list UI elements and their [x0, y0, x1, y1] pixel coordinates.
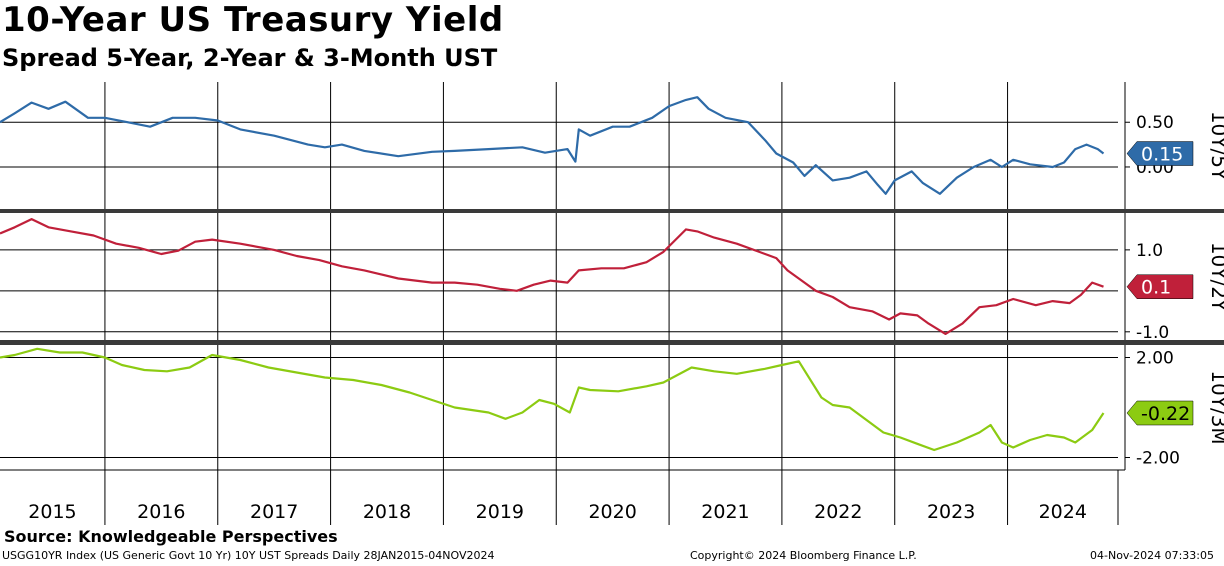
x-tick-label-2016: 2016 — [137, 501, 185, 523]
last-value-badge — [1126, 400, 1194, 426]
chart-title: 10-Year US Treasury Yield — [2, 0, 504, 40]
y-tick-label: -2.00 — [1136, 449, 1180, 469]
source-note: Source: Knowledgeable Perspectives — [4, 527, 338, 546]
y-tick-label: -1.0 — [1136, 323, 1169, 343]
last-value-badge — [1126, 141, 1194, 166]
chart-subtitle: Spread 5-Year, 2-Year & 3-Month UST — [2, 44, 498, 72]
index-description: USGG10YR Index (US Generic Govt 10 Yr) 1… — [2, 549, 495, 562]
last-value-label: 0.15 — [1141, 144, 1183, 166]
panel-separator[interactable] — [0, 209, 1224, 213]
y-tick-label: 1.0 — [1136, 241, 1163, 261]
panel-separator[interactable] — [0, 340, 1224, 345]
treasury-spread-chart: 0.500.000.15 10Y/5Y1.0-1.00.1 10Y/2Y2.00-2… — [0, 82, 1224, 525]
x-tick-label-2015: 2015 — [28, 501, 76, 523]
series-line-10Y-5Y — [0, 96, 1105, 195]
x-tick-label-2017: 2017 — [250, 501, 298, 523]
x-tick-label-2020: 2020 — [588, 501, 636, 523]
panel-label: 10Y/3M — [1207, 370, 1224, 444]
last-value-label: 0.1 — [1141, 277, 1171, 299]
series-line-10Y-2Y — [0, 218, 1104, 335]
last-value-label: -0.22 — [1141, 403, 1190, 425]
x-tick-label-2021: 2021 — [701, 501, 749, 523]
y-tick-label: 0.50 — [1136, 113, 1174, 133]
x-tick-label-2023: 2023 — [927, 501, 975, 523]
x-tick-label-2019: 2019 — [476, 501, 524, 523]
y-tick-label: 2.00 — [1136, 349, 1174, 369]
last-value-badge — [1126, 274, 1194, 299]
panel-label: 10Y/5Y — [1207, 111, 1224, 181]
series-line-10Y-3M — [0, 347, 1105, 452]
x-tick-label-2018: 2018 — [363, 501, 411, 523]
x-tick-label-2024: 2024 — [1039, 501, 1087, 523]
copyright-note: Copyright© 2024 Bloomberg Finance L.P. — [690, 549, 917, 562]
x-tick-label-2022: 2022 — [814, 501, 862, 523]
panel-label: 10Y/2Y — [1207, 242, 1224, 312]
timestamp: 04-Nov-2024 07:33:05 — [1090, 549, 1215, 562]
